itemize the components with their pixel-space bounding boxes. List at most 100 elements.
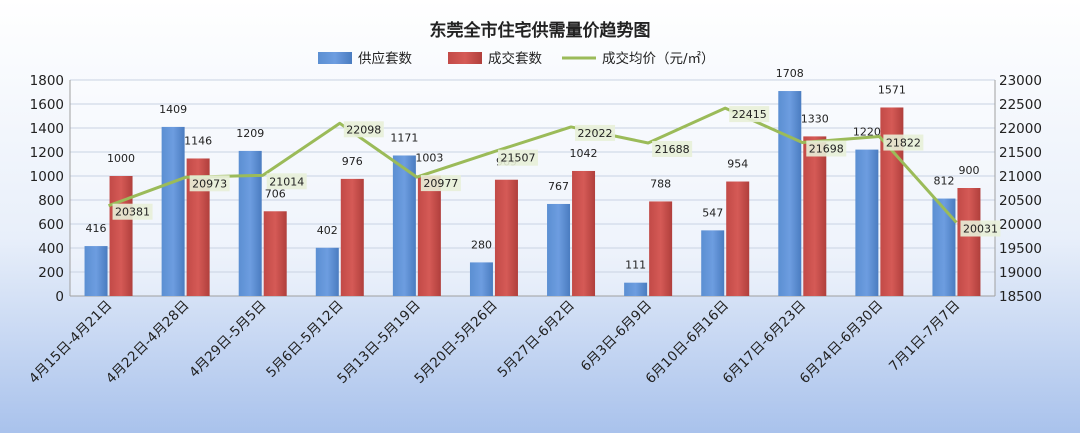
line-avg-price-label: 20973 xyxy=(192,177,227,190)
line-series: 20381 20973 21014 22098 20977 21507 22022 21688… xyxy=(108,106,1001,237)
line-avg-price-label: 22022 xyxy=(578,127,613,140)
y-right-tick-label: 23000 xyxy=(999,73,1042,89)
bar-supply-label: 402 xyxy=(317,224,338,237)
bar-supply xyxy=(855,149,879,296)
bar-deals xyxy=(803,136,827,296)
y-left-tick-label: 600 xyxy=(38,217,64,233)
legend-swatch xyxy=(318,52,352,64)
bar-deals xyxy=(649,201,673,296)
line-avg-price-label: 21698 xyxy=(809,142,844,155)
bar-data-labels: 416 1000 1409 1146 1209 706 402 976 1171 1003 280 9… xyxy=(86,67,980,272)
line-avg-price-label: 21507 xyxy=(500,152,535,165)
bar-deals xyxy=(263,211,287,296)
bar-supply-label: 416 xyxy=(86,222,107,235)
y-left-tick-label: 1600 xyxy=(30,97,64,113)
bar-deals-label: 788 xyxy=(650,177,671,190)
y-left-tick-label: 800 xyxy=(38,193,64,209)
bar-supply xyxy=(624,282,648,296)
bar-deals-label: 954 xyxy=(727,158,748,171)
line-label-box xyxy=(575,124,616,141)
y-left-tick-label: 1000 xyxy=(30,169,64,185)
line-avg-price-label: 22415 xyxy=(732,108,767,121)
line-avg-price-label: 21014 xyxy=(269,175,304,188)
bar-deals-label: 1330 xyxy=(801,112,829,125)
bar-deals xyxy=(726,181,750,296)
bar-deals xyxy=(572,170,596,296)
line-avg-price-label: 22098 xyxy=(346,123,381,136)
y-axis-right: 18500 19000 19500 20000 20500 21000 21500 22000… xyxy=(999,73,1042,305)
y-right-tick-label: 19500 xyxy=(999,241,1042,257)
line-label-box xyxy=(112,203,153,220)
y-left-tick-label: 1200 xyxy=(30,145,64,161)
bar-supply xyxy=(315,247,339,296)
line-label-box xyxy=(652,140,693,157)
bar-deals xyxy=(340,178,364,296)
line-label-box xyxy=(883,134,924,151)
bar-deals-label: 900 xyxy=(958,164,979,177)
bar-supply xyxy=(161,126,185,296)
line-label-box xyxy=(266,173,307,190)
bar-supply-label: 812 xyxy=(933,175,954,188)
line-label-box xyxy=(420,175,461,192)
legend-label: 成交均价（元/㎡） xyxy=(602,50,715,67)
line-label-box xyxy=(729,106,770,123)
bar-deals-label: 1571 xyxy=(878,83,906,96)
bar-deals xyxy=(494,179,518,296)
y-right-tick-label: 20500 xyxy=(999,193,1042,209)
bar-deals-label: 706 xyxy=(265,187,286,200)
bar-supply xyxy=(469,262,493,296)
bar-supply xyxy=(547,203,571,296)
bar-deals xyxy=(109,176,133,296)
bar-supply-label: 111 xyxy=(625,259,646,272)
y-right-tick-label: 21000 xyxy=(999,169,1042,185)
y-left-tick-label: 400 xyxy=(38,241,64,257)
y-right-tick-label: 20000 xyxy=(999,217,1042,233)
y-right-tick-label: 21500 xyxy=(999,145,1042,161)
bar-deals-label: 1146 xyxy=(184,134,212,147)
legend-label: 供应套数 xyxy=(358,50,412,67)
bar-series xyxy=(84,91,981,296)
legend-swatch xyxy=(448,52,482,64)
line-avg-price-label: 20977 xyxy=(423,177,458,190)
line-label-box xyxy=(497,149,538,166)
bar-supply-label: 1171 xyxy=(390,131,418,144)
bar-supply-label: 1220 xyxy=(853,126,881,139)
bar-supply-label: 1409 xyxy=(159,103,187,116)
legend: 供应套数 成交套数 成交均价（元/㎡） xyxy=(318,50,715,67)
bar-supply xyxy=(392,155,416,296)
y-right-tick-label: 22500 xyxy=(999,97,1042,113)
bar-supply xyxy=(84,246,108,296)
chart-title: 东莞全市住宅供需量价趋势图 xyxy=(430,20,651,41)
bar-deals-label: 1003 xyxy=(415,152,443,165)
line-avg-price-label: 20031 xyxy=(963,223,998,236)
bar-deals xyxy=(186,158,210,296)
bar-supply xyxy=(238,150,262,296)
y-left-tick-label: 1400 xyxy=(30,121,64,137)
bar-supply-label: 1209 xyxy=(236,127,264,140)
bar-deals-label: 976 xyxy=(342,155,363,168)
line-avg-price-label: 20381 xyxy=(115,206,150,219)
bar-supply-label: 280 xyxy=(471,238,492,251)
y-left-tick-label: 200 xyxy=(38,265,64,281)
line-avg-price-label: 21688 xyxy=(655,143,690,156)
y-right-tick-label: 18500 xyxy=(999,289,1042,305)
bar-supply-label: 547 xyxy=(702,206,723,219)
line-label-box xyxy=(806,140,847,157)
bar-deals xyxy=(880,107,904,296)
bar-supply xyxy=(778,91,802,296)
y-left-tick-label: 0 xyxy=(55,289,64,305)
y-right-tick-label: 19000 xyxy=(999,265,1042,281)
bar-supply-label: 767 xyxy=(548,180,569,193)
line-avg-price-label: 21822 xyxy=(886,137,921,150)
bar-supply xyxy=(701,230,725,296)
line-label-box xyxy=(960,220,1001,237)
line-label-box xyxy=(343,121,384,138)
y-left-tick-label: 1800 xyxy=(30,73,64,89)
bar-deals-label: 1042 xyxy=(570,147,598,160)
bar-supply xyxy=(932,198,956,296)
bar-deals xyxy=(957,188,981,296)
bar-deals xyxy=(417,175,441,296)
line-label-box xyxy=(189,175,230,192)
